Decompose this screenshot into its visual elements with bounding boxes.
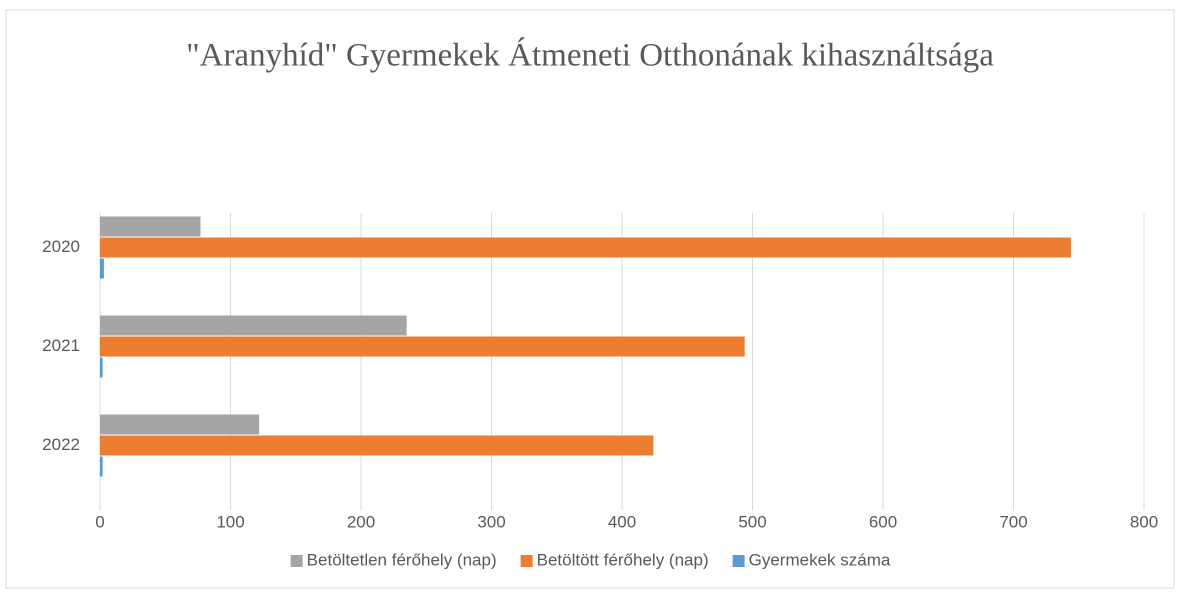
x-tick-label: 400 bbox=[608, 512, 636, 531]
legend-swatch bbox=[732, 555, 745, 567]
y-tick-label: 2022 bbox=[42, 435, 80, 454]
legend-label: Betöltött férőhely (nap) bbox=[537, 550, 709, 569]
legend-swatch bbox=[290, 555, 303, 567]
y-tick-label: 2020 bbox=[42, 237, 80, 256]
chart-border bbox=[5, 9, 1175, 589]
chart-title: "Aranyhíd" Gyermekek Átmeneti Otthonának… bbox=[186, 37, 994, 74]
bar bbox=[100, 456, 103, 477]
x-tick-label: 0 bbox=[95, 512, 104, 531]
x-tick-label: 800 bbox=[1130, 512, 1158, 531]
x-tick-label: 300 bbox=[477, 512, 505, 531]
legend-label: Betöltetlen férőhely (nap) bbox=[307, 550, 497, 569]
x-tick-label: 200 bbox=[347, 512, 375, 531]
bar bbox=[100, 357, 103, 378]
bar bbox=[100, 237, 1071, 258]
legend-label: Gyermekek száma bbox=[749, 550, 891, 569]
x-tick-label: 700 bbox=[999, 512, 1027, 531]
y-tick-label: 2021 bbox=[42, 336, 80, 355]
bar bbox=[100, 315, 407, 336]
bar bbox=[100, 216, 201, 237]
bar bbox=[100, 414, 260, 435]
x-tick-label: 100 bbox=[216, 512, 244, 531]
bar bbox=[100, 435, 654, 456]
bar bbox=[100, 336, 745, 357]
x-tick-label: 600 bbox=[869, 512, 897, 531]
legend-swatch bbox=[520, 555, 533, 567]
x-tick-label: 500 bbox=[738, 512, 766, 531]
bar bbox=[100, 258, 104, 279]
